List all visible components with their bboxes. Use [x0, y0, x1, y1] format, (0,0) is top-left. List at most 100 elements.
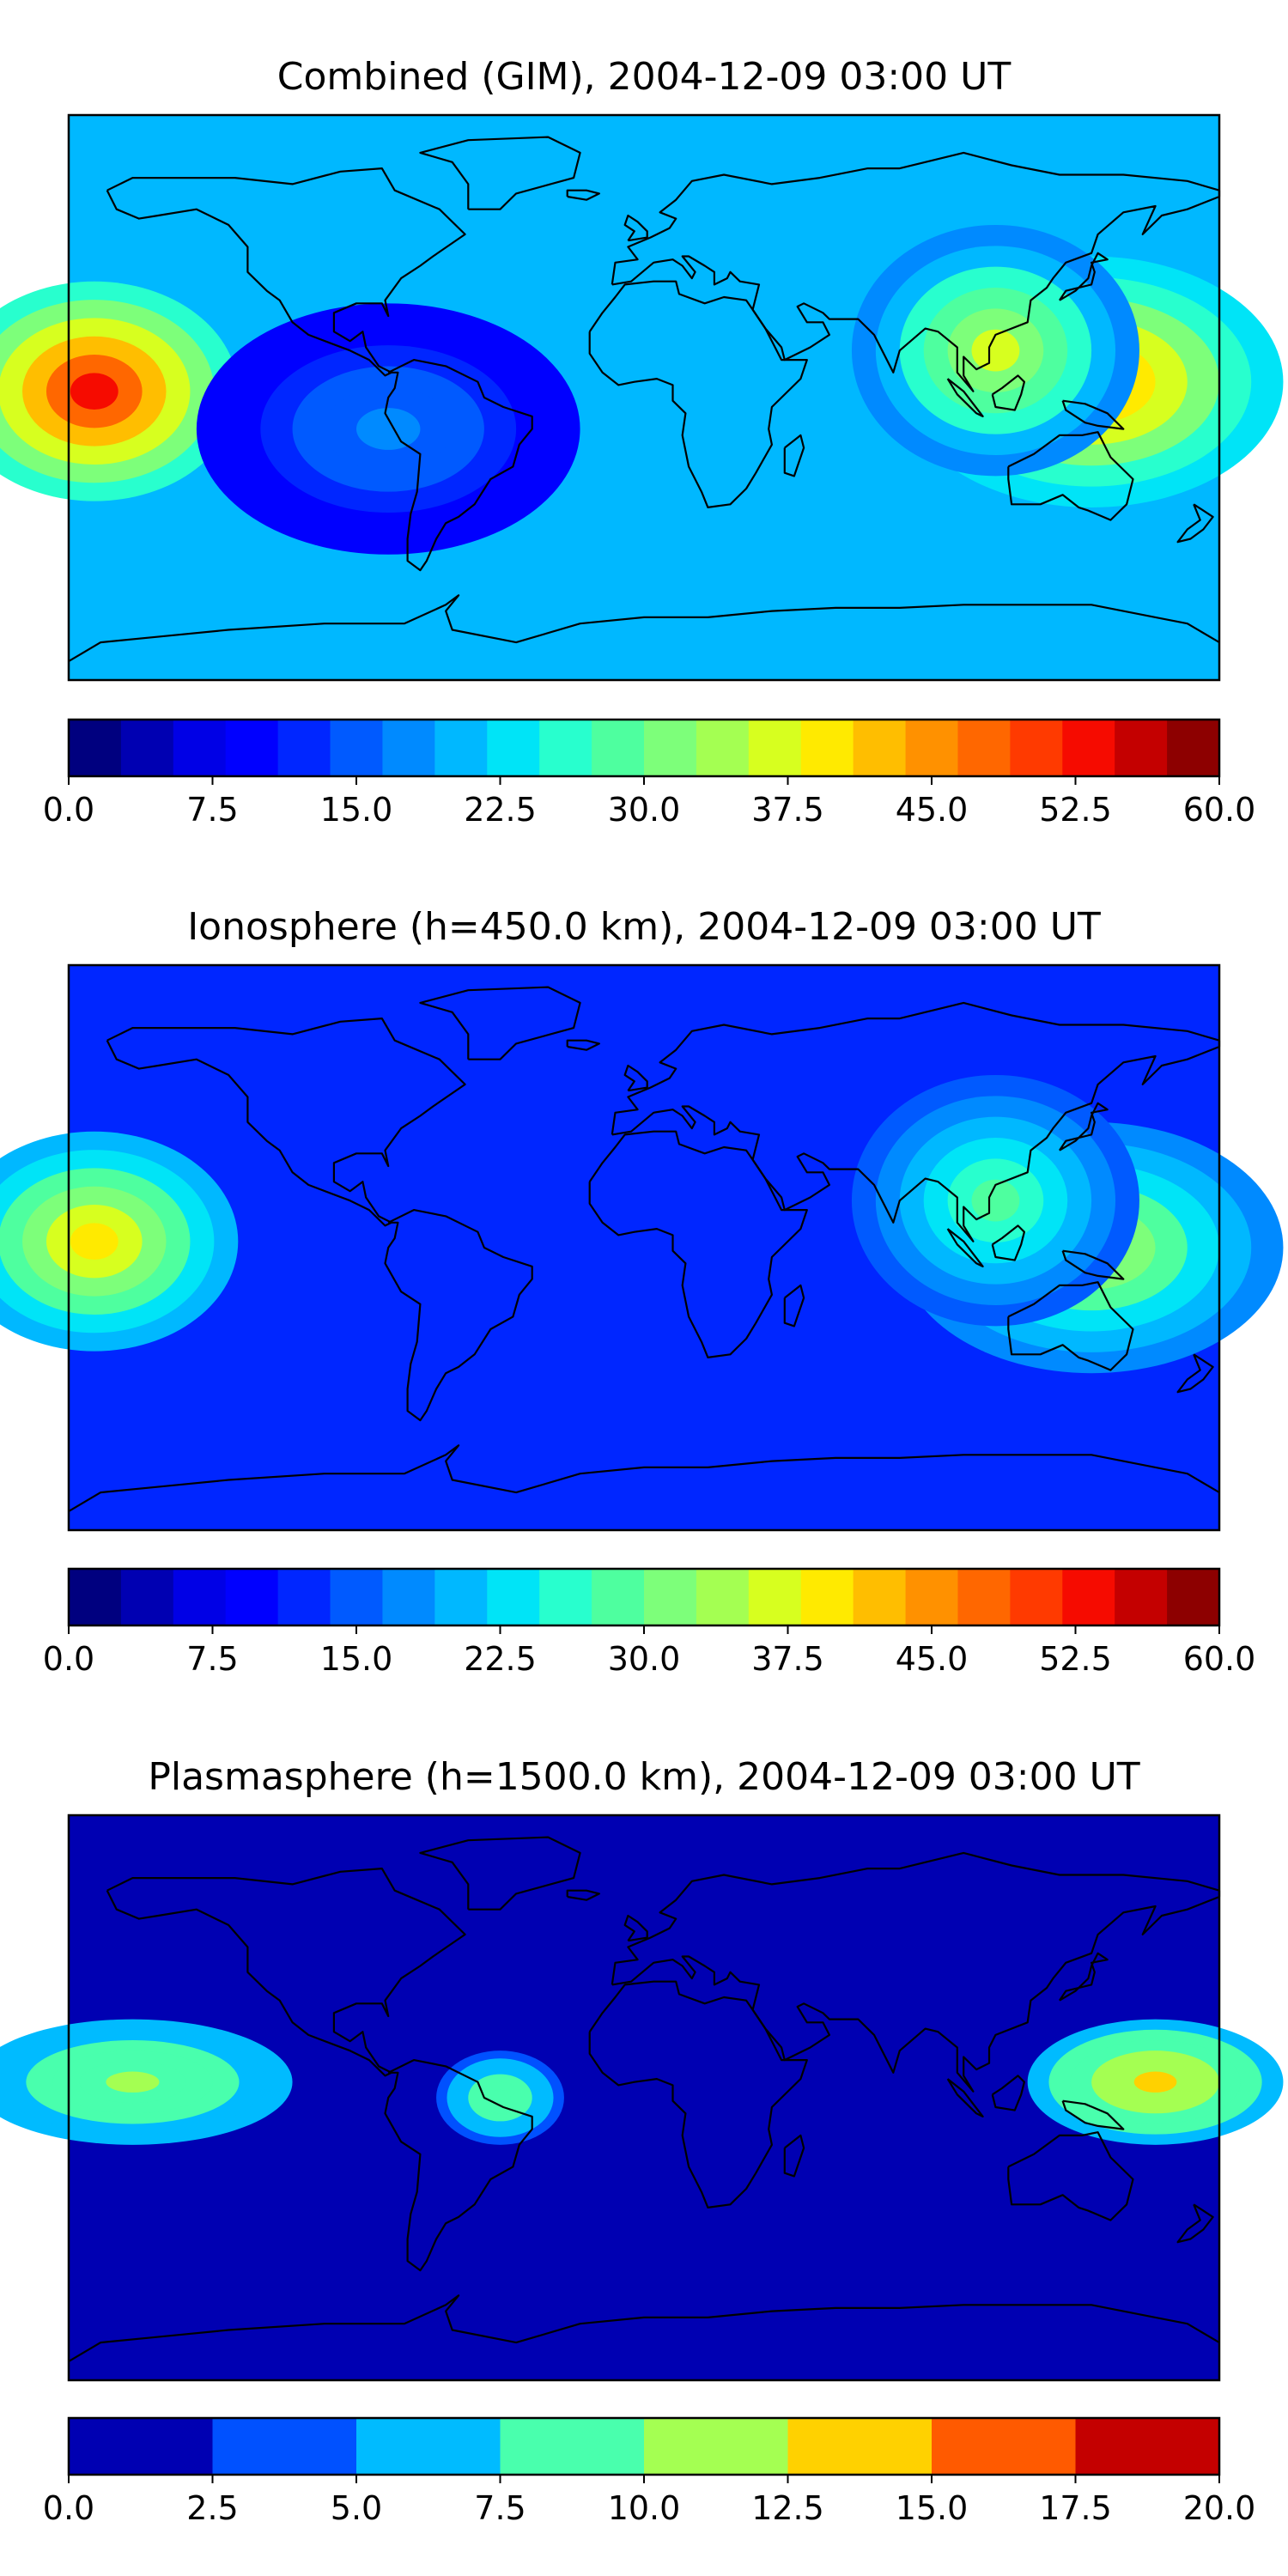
- map-1-coastline-14: [623, 214, 648, 242]
- colorbar-3-tick-label-3: 5.0: [331, 2489, 382, 2527]
- map-1-frame: [67, 113, 1221, 682]
- colorbar-2-cell-1: [69, 1569, 122, 1625]
- colorbar-1-cell-13: [696, 720, 750, 776]
- colorbar-1-cell-10: [539, 720, 592, 776]
- colorbar-2-tick-label-6: 37.5: [751, 1640, 824, 1678]
- colorbar-3-tick-label-5: 10.0: [608, 2489, 681, 2527]
- map-1-coastline-12: [1176, 503, 1214, 544]
- map-3-coastline-3: [384, 2059, 533, 2272]
- colorbar-3-cell-7: [932, 2418, 1077, 2475]
- colorbar-3-cell-4: [500, 2418, 645, 2475]
- colorbar-3-cell-2: [212, 2418, 357, 2475]
- colorbar-2-tick-label-9: 60.0: [1183, 1640, 1256, 1678]
- map-1-field: [0, 224, 1284, 555]
- colorbar-1-tick-label-2: 7.5: [186, 791, 238, 829]
- map-3-hotspot-3-level-6: [1133, 2071, 1177, 2093]
- map-3-coastline-4: [611, 1851, 1221, 2093]
- colorbar-3-tick-label-7: 15.0: [896, 2489, 969, 2527]
- map-3-coastline-5: [588, 1980, 808, 2208]
- map-1-hotspot-1-level-6: [70, 373, 118, 410]
- colorbar-1-cells: [69, 720, 1220, 776]
- colorbar-2-cell-3: [173, 1569, 227, 1625]
- map-1-coastline-11: [1061, 399, 1125, 430]
- colorbar-2-cell-19: [1010, 1569, 1063, 1625]
- colorbar-3: 0.0 2.5 5.0 7.5 10.0 12.5 15.0 17.5 20.0: [43, 2416, 1255, 2527]
- colorbar-1-cell-8: [434, 720, 488, 776]
- map-2-coastline-15: [566, 1039, 600, 1051]
- colorbar-3-tick-label-8: 17.5: [1039, 2489, 1112, 2527]
- map-1-coastline-10: [946, 378, 984, 417]
- map-3-coastline-9: [991, 2075, 1025, 2111]
- colorbar-1-cell-20: [1062, 720, 1115, 776]
- map-1-coastline-5: [588, 280, 808, 508]
- map-1-coastline-6: [1007, 431, 1134, 521]
- colorbar-1-tick-label-1: 0.0: [43, 791, 94, 829]
- colorbar-1-cell-21: [1115, 720, 1168, 776]
- colorbar-2-cell-13: [696, 1569, 750, 1625]
- colorbar-1-tick-label-7: 45.0: [896, 791, 969, 829]
- colorbar-1-tick-label-9: 60.0: [1183, 791, 1256, 829]
- colorbar-2-tick-label-5: 30.0: [608, 1640, 681, 1678]
- map-2-hotspot-3-level-6: [971, 1179, 1020, 1222]
- colorbar-2-tick-label-7: 45.0: [896, 1640, 969, 1678]
- map-2-coastline-12: [1176, 1353, 1214, 1394]
- map-1-coastline-1: [106, 167, 466, 377]
- map-3-coastlines: [68, 1836, 1221, 2363]
- map-2-coastline-5: [588, 1130, 808, 1358]
- map-1-hotspot-3-level-6: [971, 329, 1020, 372]
- colorbar-1-cell-12: [644, 720, 697, 776]
- map-1-coastline-13: [783, 434, 805, 477]
- map-3-coastline-2: [419, 1836, 581, 1911]
- colorbar-2-cell-21: [1115, 1569, 1168, 1625]
- colorbar-1-cell-1: [69, 720, 122, 776]
- map-2-coastline-11: [1061, 1249, 1125, 1280]
- map-3-coastline-6: [1007, 2131, 1134, 2221]
- map-1-title: Combined (GIM), 2004-12-09 03:00 UT: [277, 55, 1012, 99]
- colorbar-2-tick-label-8: 52.5: [1039, 1640, 1112, 1678]
- colorbar-1-tick-label-5: 30.0: [608, 791, 681, 829]
- colorbar-1-cell-14: [748, 720, 802, 776]
- map-2-coastline-14: [623, 1064, 648, 1092]
- map-2: [0, 963, 1284, 1532]
- colorbar-2-cell-2: [120, 1569, 174, 1625]
- map-1-coastline-3: [384, 359, 533, 572]
- colorbar-1-cell-18: [957, 720, 1011, 776]
- map-2-coastline-10: [946, 1228, 984, 1267]
- map-1-hotspot-4-level-6: [356, 408, 421, 450]
- colorbar-1-cell-3: [173, 720, 227, 776]
- map-1-coastline-4: [611, 151, 1221, 392]
- colorbar-2-ticks: 0.0 7.5 15.0 22.5 30.0 37.5 45.0 52.5 60.0: [43, 1625, 1256, 1678]
- colorbar-2-tick-label-4: 22.5: [464, 1640, 537, 1678]
- colorbar-1-cell-11: [592, 720, 645, 776]
- colorbar-1-tick-label-4: 22.5: [464, 791, 537, 829]
- map-2-coastline-1: [106, 1018, 466, 1227]
- map-2-coastline-8: [1058, 1102, 1109, 1151]
- colorbar-2-cell-16: [853, 1569, 907, 1625]
- map-3: [0, 1814, 1284, 2382]
- map-1-coastline-15: [566, 189, 600, 201]
- colorbar-2: 0.0 7.5 15.0 22.5 30.0 37.5 45.0 52.5 60.0: [43, 1567, 1256, 1678]
- map-1: [0, 113, 1284, 682]
- map-1-coastline-8: [1058, 252, 1109, 301]
- colorbar-2-cell-6: [330, 1569, 384, 1625]
- map-3-title: Plasmasphere (h=1500.0 km), 2004-12-09 0…: [148, 1755, 1139, 1799]
- colorbar-2-cell-8: [434, 1569, 488, 1625]
- map-1-coastline-2: [419, 136, 581, 210]
- colorbar-1-tick-label-6: 37.5: [751, 791, 824, 829]
- map-3-coastline-12: [1176, 2203, 1214, 2244]
- colorbar-1-cell-9: [487, 720, 540, 776]
- map-2-coastlines: [68, 986, 1221, 1513]
- colorbar-2-cell-15: [800, 1569, 854, 1625]
- colorbar-2-cell-14: [748, 1569, 802, 1625]
- map-2-coastline-2: [419, 986, 581, 1060]
- map-2-coastline-7: [68, 1444, 1220, 1513]
- map-2-coastline-3: [384, 1209, 533, 1422]
- map-3-coastline-11: [1061, 2099, 1125, 2130]
- colorbar-1-cell-7: [382, 720, 435, 776]
- colorbar-3-tick-label-1: 0.0: [43, 2489, 94, 2527]
- colorbar-1-cell-2: [120, 720, 174, 776]
- colorbar-2-cell-5: [277, 1569, 331, 1625]
- map-3-hotspot-1-level-6: [106, 2071, 160, 2093]
- colorbar-2-cell-10: [539, 1569, 592, 1625]
- colorbar-1-tick-label-8: 52.5: [1039, 791, 1112, 829]
